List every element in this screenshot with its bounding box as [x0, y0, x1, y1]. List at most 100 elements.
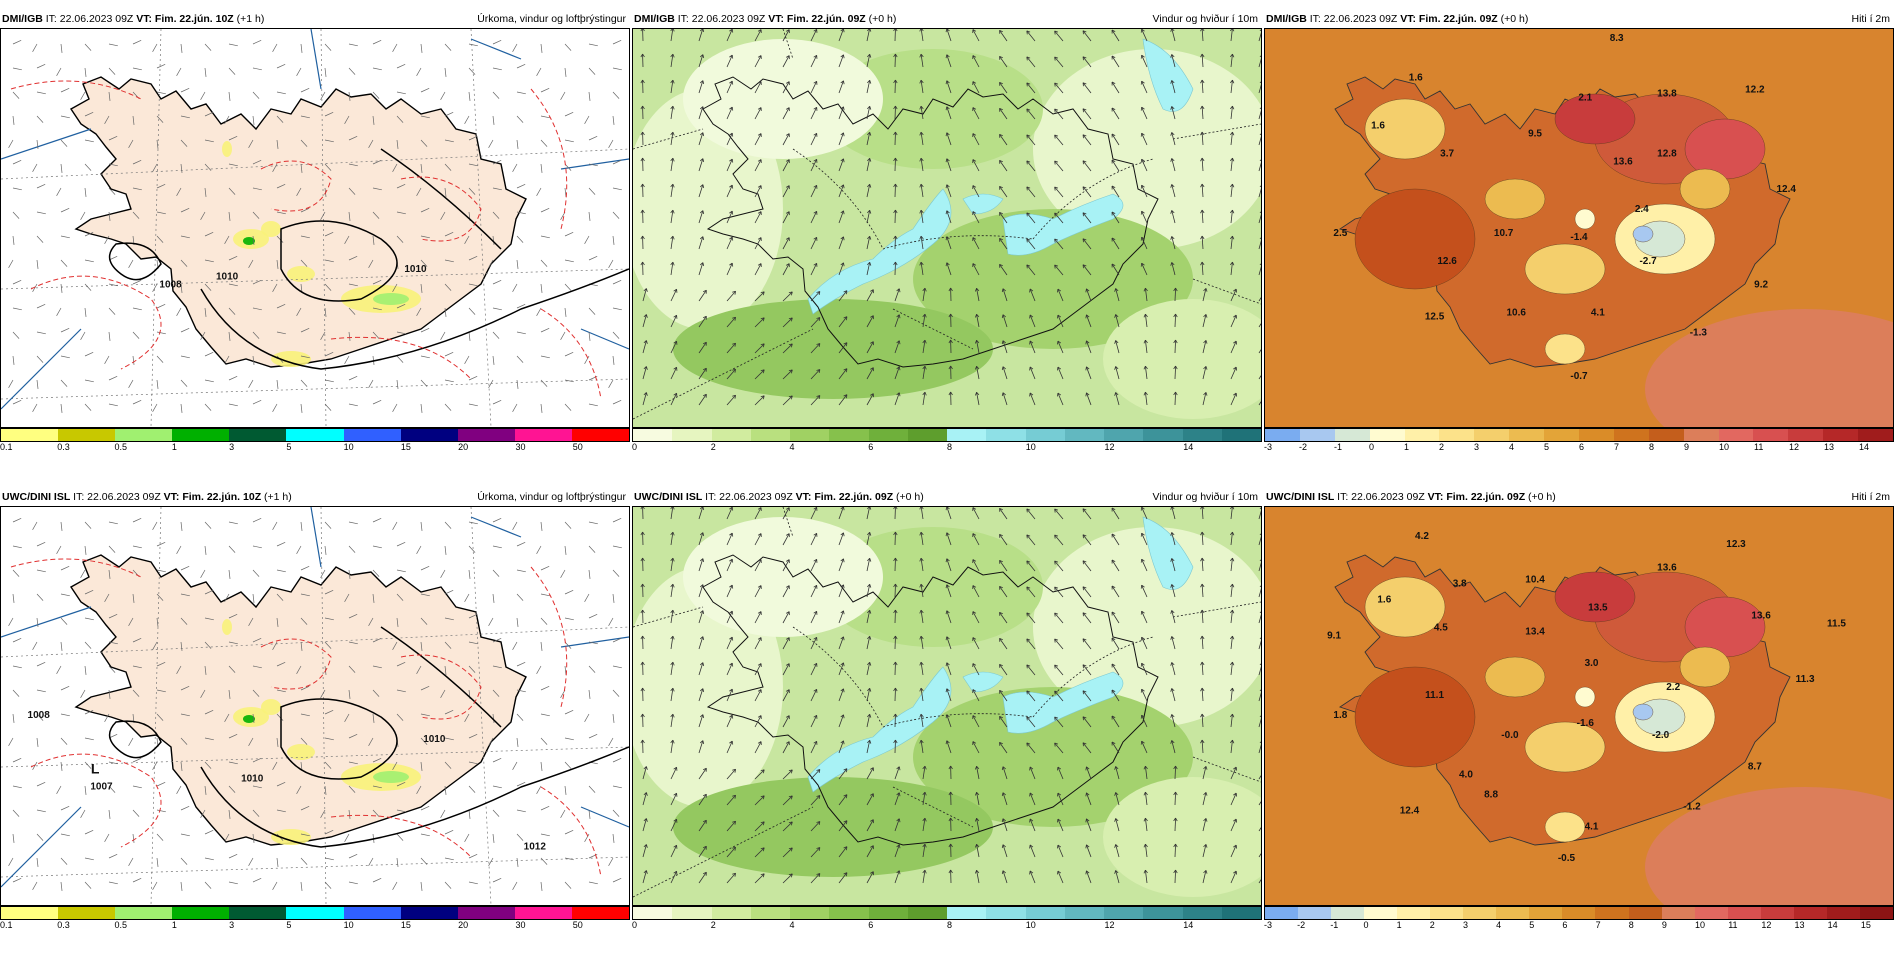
panel-uwc-precip: UWC/DINI ISL IT: 22.06.2023 09Z VT: Fim.… [0, 488, 630, 958]
scale-tick-label: 8 [947, 442, 952, 452]
value-label: 12.2 [1745, 85, 1765, 96]
map-area[interactable] [632, 506, 1262, 906]
value-label: 9.5 [1528, 128, 1542, 139]
scale-tick-label: -1 [1334, 442, 1342, 452]
scale-tick-label: 11 [1754, 442, 1763, 452]
scale-tick-label: 10 [344, 920, 354, 930]
value-label: 1010 [423, 734, 446, 745]
scale-tick-label: 0.3 [57, 920, 70, 930]
scale-tick-label: 20 [458, 442, 468, 452]
scale-tick-label: 10 [344, 442, 354, 452]
color-scale [1264, 428, 1894, 442]
value-label: 1008 [28, 710, 51, 721]
scale-swatch [1860, 907, 1893, 919]
scale-swatch [172, 907, 229, 919]
value-label: -1.6 [1577, 718, 1595, 729]
panel-dmi-temp: DMI/IGB IT: 22.06.2023 09Z VT: Fim. 22.j… [1264, 10, 1894, 480]
value-label: 4.0 [1459, 770, 1473, 781]
panel-header: DMI/IGB IT: 22.06.2023 09Z VT: Fim. 22.j… [0, 10, 630, 28]
scale-tick-label: 9 [1662, 920, 1667, 930]
scale-swatch [1065, 907, 1104, 919]
scale-tick-label: 12 [1789, 442, 1799, 452]
value-label: -1.4 [1570, 232, 1588, 243]
valid-time: VT: Fim. 22.jún. 09Z [768, 13, 865, 25]
map-area[interactable] [632, 28, 1262, 428]
scale-swatch [344, 907, 401, 919]
init-time: IT: 22.06.2023 09Z [73, 491, 161, 503]
scale-swatch [572, 429, 629, 441]
valid-time: VT: Fim. 22.jún. 09Z [796, 491, 893, 503]
scale-swatch [1265, 429, 1300, 441]
scale-swatch [829, 429, 868, 441]
scale-tick-label: 0 [1369, 442, 1374, 452]
color-scale [632, 428, 1262, 442]
scale-swatch [908, 429, 947, 441]
scale-swatch [672, 907, 711, 919]
panel-dmi-precip: DMI/IGB IT: 22.06.2023 09Z VT: Fim. 22.j… [0, 10, 630, 480]
scale-tick-label: 12 [1105, 442, 1115, 452]
scale-swatch [672, 429, 711, 441]
scale-swatch [1649, 429, 1684, 441]
scale-tick-label: 7 [1614, 442, 1619, 452]
value-label: 1.6 [1377, 595, 1391, 606]
scale-tick-label: 4 [1509, 442, 1514, 452]
scale-swatch [947, 907, 986, 919]
scale-swatch [1662, 907, 1695, 919]
scale-swatch [1463, 907, 1496, 919]
scale-tick-label: 1 [172, 442, 177, 452]
panel-dmi-wind: DMI/IGB IT: 22.06.2023 09Z VT: Fim. 22.j… [632, 10, 1262, 480]
scale-tick-label: 10 [1026, 920, 1036, 930]
scale-tick-label: 5 [286, 920, 291, 930]
scale-swatch [1026, 429, 1065, 441]
value-label: 12.8 [1657, 148, 1677, 159]
panel-header: UWC/DINI ISL IT: 22.06.2023 09Z VT: Fim.… [0, 488, 630, 506]
scale-tick-label: 1 [1397, 920, 1402, 930]
scale-swatch [515, 429, 572, 441]
valid-time: VT: Fim. 22.jún. 10Z [136, 13, 233, 25]
scale-swatch [286, 429, 343, 441]
scale-swatch [1331, 907, 1364, 919]
scale-swatch [115, 907, 172, 919]
scale-tick-label: 2 [1430, 920, 1435, 930]
scale-swatch [1265, 907, 1298, 919]
panel-title: Úrkoma, vindur og loftþrýstingur [477, 488, 626, 506]
scale-tick-label: 6 [1562, 920, 1567, 930]
scale-swatch [1222, 907, 1261, 919]
scale-swatch [1104, 429, 1143, 441]
scale-swatch [1405, 429, 1440, 441]
scale-swatch [1823, 429, 1858, 441]
model-name: DMI/IGB [634, 13, 675, 25]
panel-title: Vindur og hviður í 10m [1153, 488, 1258, 506]
scale-swatch [1300, 429, 1335, 441]
value-label: 1.6 [1371, 121, 1385, 132]
scale-swatch [986, 907, 1025, 919]
value-label: 9.1 [1327, 630, 1341, 641]
value-label: 13.6 [1657, 563, 1677, 574]
scale-swatch [458, 907, 515, 919]
scale-swatch [1629, 907, 1662, 919]
value-label: 1010 [404, 264, 427, 275]
scale-swatch [1364, 907, 1397, 919]
scale-swatch [1143, 429, 1182, 441]
scale-swatch [633, 907, 672, 919]
value-label: 3.0 [1585, 658, 1599, 669]
init-time: IT: 22.06.2023 09Z [678, 13, 766, 25]
value-label: 8.7 [1748, 762, 1762, 773]
scale-swatch [1222, 429, 1261, 441]
scale-tick-label: 12 [1105, 920, 1115, 930]
scale-tick-label: -2 [1299, 442, 1307, 452]
value-label: 11.1 [1425, 690, 1444, 701]
scale-tick-label: 7 [1596, 920, 1601, 930]
value-label: 12.4 [1777, 184, 1797, 195]
scale-tick-label: 2 [1439, 442, 1444, 452]
scale-swatch [947, 429, 986, 441]
scale-swatch [1298, 907, 1331, 919]
scale-tick-label: 0 [632, 442, 637, 452]
scale-swatch [1753, 429, 1788, 441]
